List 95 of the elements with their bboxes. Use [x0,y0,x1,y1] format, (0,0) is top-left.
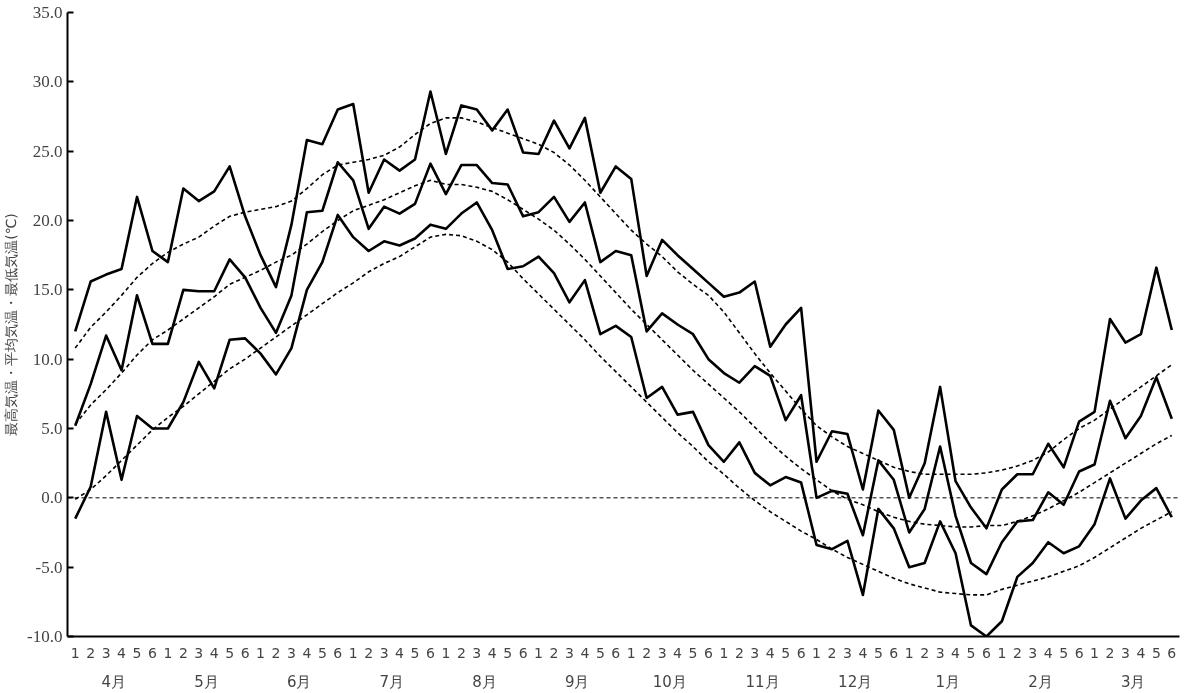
x-tick-label: 1 [70,644,80,661]
x-tick-label: 1 [534,644,544,661]
x-tick-label: 2 [178,644,188,661]
x-tick-label: 3 [286,644,296,661]
text: 1月 [935,672,961,691]
y-tick-label: 10.0 [32,349,63,369]
x-tick-label: 6 [147,644,157,661]
y-tick-label: 15.0 [32,280,63,300]
x-tick-label: 5 [1059,644,1069,661]
x-tick-label: 1 [1090,644,1100,661]
text: 3月 [1120,672,1146,691]
text: 4月 [101,672,127,691]
x-tick-label: 5 [688,644,698,661]
x-tick-label: 6 [611,644,621,661]
y-tick-label: 25.0 [32,141,63,161]
x-tick-label: 2 [827,644,837,661]
x-tick-label: 6 [889,644,899,661]
y-tick-label: 5.0 [41,419,63,438]
x-tick-label: 1 [812,644,822,661]
text: 6月 [286,672,312,691]
x-tick-label: 6 [425,644,435,661]
x-tick-label: 6 [796,644,806,661]
x-tick-label: 4 [580,644,590,661]
x-tick-label: 5 [132,644,142,661]
x-tick-label: 2 [920,644,930,661]
x-tick-label: 5 [317,644,327,661]
x-tick-label: 2 [1105,644,1115,661]
x-tick-label: 5 [595,644,605,661]
text: 7月 [379,672,405,691]
x-tick-label: 1 [163,644,173,661]
x-tick-label: 5 [966,644,976,661]
x-tick-label: 5 [1151,644,1161,661]
x-tick-label: 5 [781,644,791,661]
y-tick-label: 0.0 [41,488,63,508]
x-tick-label: 4 [673,644,683,661]
x-tick-label: 4 [209,644,219,661]
x-tick-label: 2 [642,644,652,661]
x-tick-label: 4 [765,644,775,661]
x-tick-label: 3 [657,644,667,661]
x-tick-label: 6 [333,644,343,661]
x-tick-label: 3 [194,644,204,661]
x-tick-label: 4 [1136,644,1146,661]
x-tick-label: 2 [364,644,374,661]
x-tick-label: 5 [503,644,513,661]
x-tick-label: 4 [302,644,312,661]
x-tick-label: 6 [703,644,713,661]
x-tick-label: 1 [256,644,266,661]
x-tick-label: 5 [410,644,420,661]
x-tick-label: 2 [1012,644,1022,661]
text: 8月 [472,672,497,691]
x-tick-label: 2 [456,644,466,661]
x-tick-label: 5 [873,644,883,661]
x-tick-label: 4 [487,644,497,661]
x-tick-label: 1 [441,644,451,661]
text: 5月 [194,672,219,691]
x-tick-label: 2 [549,644,559,661]
x-tick-label: 6 [518,644,528,661]
text: 2月 [1028,672,1053,691]
x-tick-label: 4 [117,644,127,661]
x-tick-label: 3 [935,644,945,661]
x-tick-label: 3 [379,644,389,661]
x-tick-label: 6 [240,644,250,661]
x-tick-label: 4 [395,644,405,661]
x-tick-label: 3 [750,644,760,661]
x-tick-label: 6 [981,644,991,661]
x-tick-label: 2 [86,644,96,661]
x-tick-label: 4 [1043,644,1053,661]
text: 10月 [652,672,687,691]
x-tick-label: 6 [1074,644,1084,661]
x-tick-label: 5 [225,644,235,661]
y-axis-title: 最高気温・平均気温・最低気温(℃) [3,213,20,436]
x-tick-label: 3 [1120,644,1130,661]
x-tick-label: 2 [734,644,744,661]
x-tick-label: 1 [626,644,636,661]
x-tick-label: 1 [348,644,358,661]
text: 12月 [838,672,873,691]
x-tick-label: 3 [101,644,111,661]
x-tick-label: 3 [472,644,482,661]
y-tick-label: 20.0 [32,211,63,230]
text: 11月 [745,672,780,691]
x-tick-label: 3 [1028,644,1038,661]
y-tick-label: -5.0 [35,557,63,577]
x-tick-label: 4 [951,644,961,661]
y-tick-label: -10.0 [27,627,63,646]
x-tick-label: 3 [564,644,574,661]
x-tick-label: 1 [719,644,729,661]
y-tick-label: 35.0 [32,3,63,22]
x-tick-label: 1 [997,644,1007,661]
y-tick-label: 30.0 [32,72,63,92]
x-tick-label: 1 [904,644,914,661]
x-tick-label: 2 [271,644,281,661]
x-tick-label: 3 [842,644,852,661]
text: 9月 [564,672,590,691]
x-tick-label: 6 [1167,644,1177,661]
x-tick-label: 4 [858,644,868,661]
